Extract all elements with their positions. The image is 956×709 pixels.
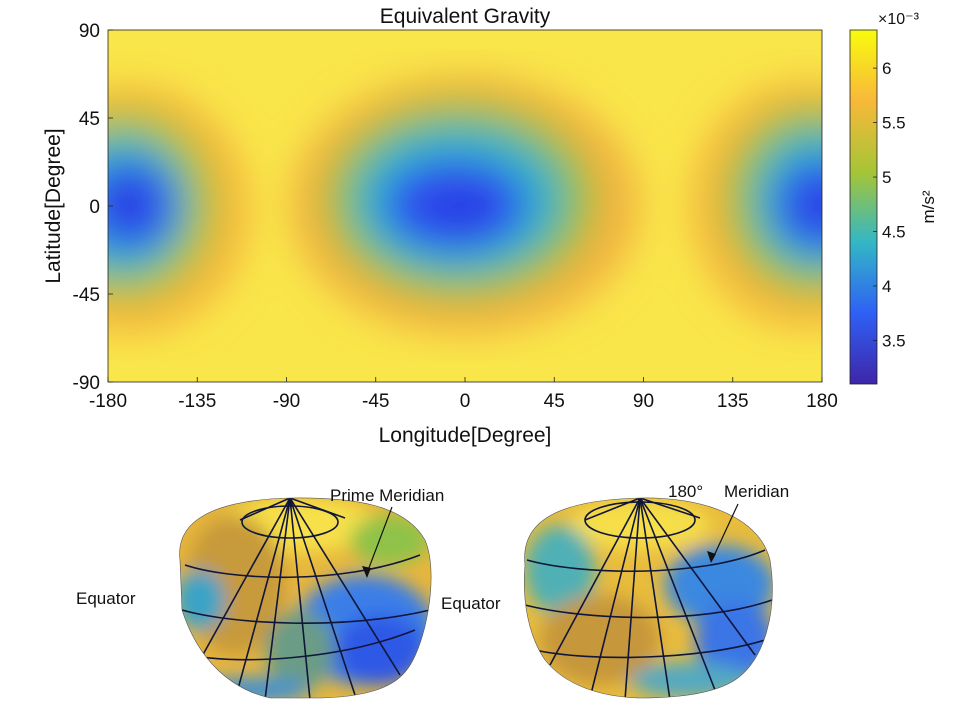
colorbar-tick-label: 6 xyxy=(882,59,891,78)
arrow-180-meridian xyxy=(712,503,739,559)
body-view-right: 180° Meridian Equator xyxy=(441,482,789,699)
arrow-prime-meridian xyxy=(366,506,393,574)
label-prime-meridian: Prime Meridian xyxy=(330,486,444,505)
label-180-degree: 180° xyxy=(668,482,703,501)
core-center xyxy=(425,188,495,228)
colorbar-tick-label: 3.5 xyxy=(882,331,906,350)
heatmap-field xyxy=(108,75,822,335)
colorbar-tick-label: 4.5 xyxy=(882,223,906,242)
y-tick-label: 90 xyxy=(79,21,100,42)
x-tick-label: 135 xyxy=(717,391,749,412)
y-tick-label: -45 xyxy=(73,285,100,306)
x-tick-label: 0 xyxy=(460,391,471,412)
x-tick-label: -180 xyxy=(89,391,127,412)
colorbar-ticks: 6 5.5 5 4.5 4 3.5 xyxy=(873,59,906,350)
colorbar-tick-label: 5.5 xyxy=(882,114,906,133)
x-tick-label: -90 xyxy=(273,391,300,412)
x-axis-ticks: -180 -135 -90 -45 0 45 90 135 180 xyxy=(89,377,838,412)
label-equator-right: Equator xyxy=(441,594,501,613)
x-axis-label: Longitude[Degree] xyxy=(379,424,552,447)
chart-title: Equivalent Gravity xyxy=(380,5,551,28)
y-tick-label: 0 xyxy=(89,197,100,218)
y-axis-label: Latitude[Degree] xyxy=(42,128,65,283)
label-equator-left: Equator xyxy=(76,589,136,608)
colorbar-label: m/s² xyxy=(919,190,938,223)
y-tick-label: 45 xyxy=(79,109,100,130)
core-left xyxy=(108,185,150,225)
body-view-left: Prime Meridian Equator xyxy=(76,486,444,699)
x-tick-label: 90 xyxy=(633,391,654,412)
colorbar-tick-label: 5 xyxy=(882,168,891,187)
x-tick-label: 180 xyxy=(806,391,838,412)
y-tick-label: -90 xyxy=(73,373,100,394)
x-tick-label: -135 xyxy=(178,391,216,412)
core-right xyxy=(802,185,822,225)
x-tick-label: 45 xyxy=(544,391,565,412)
label-meridian: Meridian xyxy=(724,482,789,501)
low-right xyxy=(775,160,822,250)
heatmap-plot xyxy=(108,30,822,382)
colorbar xyxy=(849,29,878,385)
y-axis-ticks: 90 45 0 -45 -90 xyxy=(73,21,113,394)
colorbar-exponent: ×10⁻³ xyxy=(878,11,920,28)
colorbar-tick-label: 4 xyxy=(882,277,891,296)
x-tick-label: -45 xyxy=(362,391,389,412)
